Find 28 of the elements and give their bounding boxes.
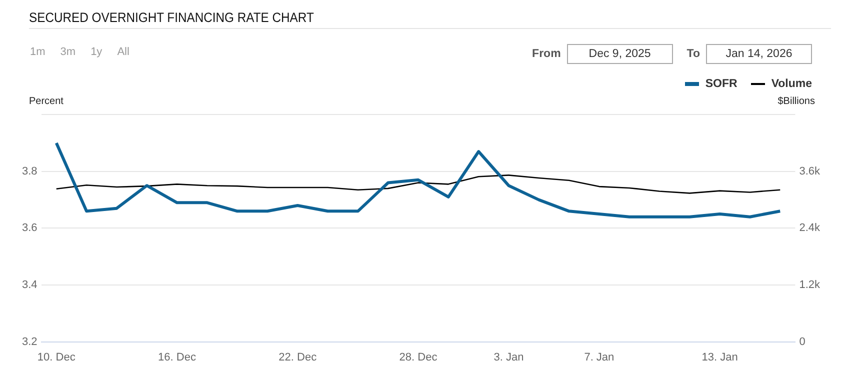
text: 1y bbox=[90, 46, 102, 58]
y2-tick-label: 0 bbox=[799, 336, 806, 348]
text: Dec 9, 2025 bbox=[566, 44, 673, 64]
x-tick-label: 16. Dec bbox=[158, 351, 196, 364]
y-tick-label: 3.2 bbox=[22, 336, 38, 348]
legend-label: SOFR bbox=[705, 78, 738, 90]
x-tick-label: 22. Dec bbox=[278, 351, 318, 364]
legend-label: Volume bbox=[771, 78, 812, 90]
y-tick-label: 3.6 bbox=[22, 222, 38, 234]
y-tick-label: 3.8 bbox=[22, 165, 38, 178]
x-tick-label: 7. Jan bbox=[584, 351, 614, 364]
y2-tick-label: 3.6k bbox=[799, 165, 820, 178]
chart-title: SECURED OVERNIGHT FINANCING RATE CHART bbox=[29, 10, 314, 25]
text: From bbox=[532, 48, 561, 60]
text: 1m bbox=[30, 46, 46, 58]
y2-tick-label: 2.4k bbox=[799, 222, 820, 234]
y2-tick-label: 1.2k bbox=[799, 279, 820, 292]
text: 3m bbox=[60, 46, 76, 58]
y2-axis-title: $Billions bbox=[778, 96, 815, 107]
text: Jan 14, 2026 bbox=[706, 44, 812, 64]
text: All bbox=[117, 46, 130, 58]
y-axis-title: Percent bbox=[29, 96, 64, 107]
x-tick-label: 13. Jan bbox=[702, 351, 738, 364]
y-tick-label: 3.4 bbox=[22, 279, 38, 292]
x-tick-label: 28. Dec bbox=[399, 351, 438, 364]
x-tick-label: 10. Dec bbox=[37, 351, 76, 364]
x-tick-label: 3. Jan bbox=[494, 351, 524, 364]
text: To bbox=[686, 48, 700, 60]
